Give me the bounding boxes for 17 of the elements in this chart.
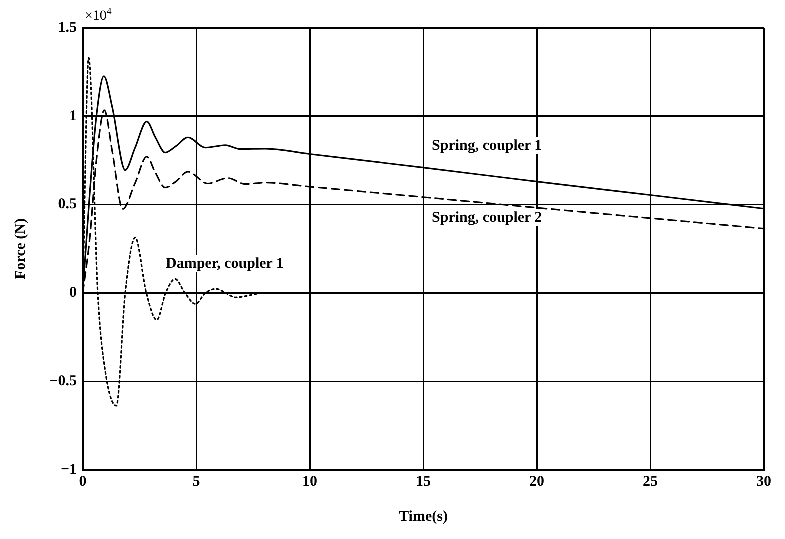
- x-tick-label: 10: [302, 474, 318, 490]
- y-axis-title: Force (N): [12, 218, 29, 280]
- series-label: Damper, coupler 1: [166, 256, 284, 272]
- y-tick-label: −1: [60, 462, 77, 478]
- x-tick-label: 5: [192, 474, 200, 490]
- x-tick-label: 25: [643, 474, 658, 490]
- x-axis-title: Time(s): [399, 508, 448, 525]
- y-tick-label: 1.5: [58, 20, 77, 36]
- x-tick-label: 15: [416, 474, 431, 490]
- y-tick-label: 0.5: [58, 196, 77, 213]
- x-tick-label: 20: [530, 474, 544, 490]
- y-tick-label: −0.5: [50, 373, 77, 390]
- y-tick-label: 1: [70, 108, 77, 124]
- series-label: Spring, coupler 1: [432, 138, 542, 154]
- series-label: Spring, coupler 2: [432, 210, 542, 226]
- x-tick-label: 30: [756, 474, 772, 490]
- y-tick-label: 0: [70, 285, 77, 302]
